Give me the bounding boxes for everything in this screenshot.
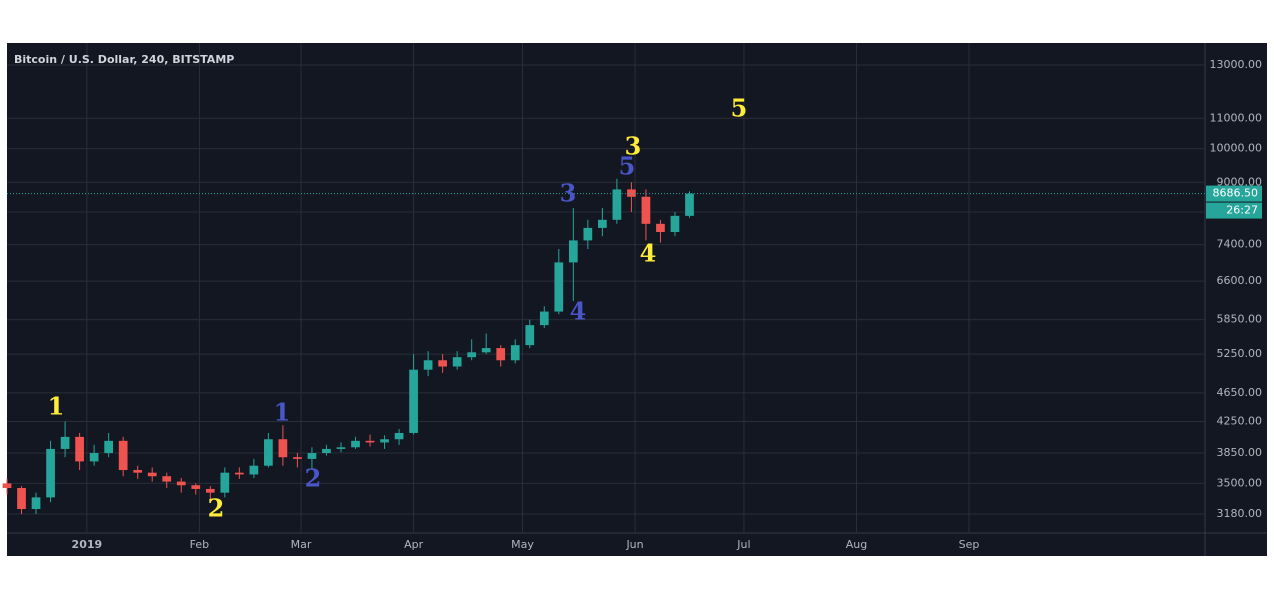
candle-body (641, 196, 651, 224)
candle-body (31, 497, 41, 510)
candle-body (452, 357, 462, 367)
candle-body (423, 360, 433, 370)
candle-body (409, 369, 418, 433)
wave-label: 5 (731, 94, 748, 123)
grid (7, 43, 1205, 533)
y-tick-label: 11000.00 (1210, 111, 1263, 124)
x-tick-label: 2019 (72, 538, 103, 551)
candle-body (220, 472, 230, 493)
last-price-label: 8686.50 (1213, 187, 1259, 200)
candle-body (438, 360, 447, 367)
candle-body (234, 472, 244, 475)
wave-label: 4 (640, 239, 657, 268)
candle-body (89, 453, 99, 462)
candle-body (293, 457, 302, 459)
candle-body (554, 262, 564, 312)
y-tick-label: 4250.00 (1217, 415, 1263, 428)
candle-body (583, 227, 593, 241)
y-tick-label: 7400.00 (1217, 238, 1263, 251)
candle-body (2, 483, 12, 489)
candle-body (481, 348, 491, 353)
candle-body (612, 189, 622, 220)
countdown-label: 26:27 (1226, 204, 1258, 217)
candle-body (670, 215, 680, 233)
candle-body (46, 448, 55, 498)
y-tick-label: 3500.00 (1217, 476, 1263, 489)
candle-body (118, 440, 128, 471)
y-tick-label: 4650.00 (1217, 386, 1263, 399)
wave-label: 5 (619, 152, 636, 181)
candle-body (176, 481, 186, 486)
y-tick-label: 13000.00 (1210, 58, 1263, 71)
x-tick-label: Jun (625, 538, 643, 551)
candle-body (336, 447, 346, 449)
y-tick-label: 3180.00 (1217, 507, 1263, 520)
candle-body (264, 439, 273, 466)
countdown-box (1206, 202, 1262, 219)
candle-body (60, 436, 70, 449)
candle-body (278, 439, 288, 458)
candle-body (496, 348, 506, 361)
candle-body (510, 345, 520, 361)
candle-body (162, 476, 172, 482)
candle-body (525, 325, 535, 346)
wave-label: 2 (208, 494, 225, 523)
candle-body (365, 440, 375, 443)
wave-label: 3 (625, 132, 642, 161)
candle-body (685, 193, 694, 216)
y-tick-label: 5850.00 (1217, 313, 1263, 326)
candle-body (249, 465, 259, 475)
x-tick-label: Sep (959, 538, 980, 551)
y-tick-label: 3850.00 (1217, 446, 1263, 459)
y-tick-label: 6600.00 (1217, 274, 1263, 287)
candle-body (307, 453, 317, 459)
candle-body (205, 488, 215, 493)
wave-label: 3 (560, 179, 577, 208)
x-tick-label: Feb (190, 538, 209, 551)
candle-body (394, 432, 404, 440)
wave-label: 1 (274, 398, 291, 427)
chart-background (7, 43, 1267, 556)
candle-body (598, 219, 607, 228)
x-tick-label: Aug (846, 538, 867, 551)
wave-label: 2 (305, 464, 322, 493)
candle-body (133, 470, 143, 473)
x-tick-label: May (511, 538, 534, 551)
candle-body (75, 436, 84, 462)
candle-body (568, 240, 578, 263)
candle-body (104, 440, 114, 454)
candle-body (380, 439, 389, 443)
candle-body (147, 472, 157, 477)
candle-body (351, 440, 360, 448)
candle-body (322, 448, 331, 454)
wave-label: 1 (48, 392, 65, 421)
candle-body (191, 485, 201, 489)
y-tick-label: 5250.00 (1217, 347, 1263, 360)
candle-body (17, 488, 26, 510)
x-tick-label: Jul (736, 538, 750, 551)
wave-label: 4 (570, 297, 587, 326)
candle-body (656, 223, 665, 233)
y-tick-label: 10000.00 (1210, 142, 1263, 155)
x-tick-label: Mar (291, 538, 312, 551)
x-tick-label: Apr (404, 538, 424, 551)
candle-body (467, 352, 477, 358)
last-price-box (1206, 185, 1262, 202)
candle-body (539, 311, 549, 326)
y-tick-label: 9000.00 (1217, 175, 1263, 188)
chart-title: Bitcoin / U.S. Dollar, 240, BITSTAMP (14, 53, 234, 66)
